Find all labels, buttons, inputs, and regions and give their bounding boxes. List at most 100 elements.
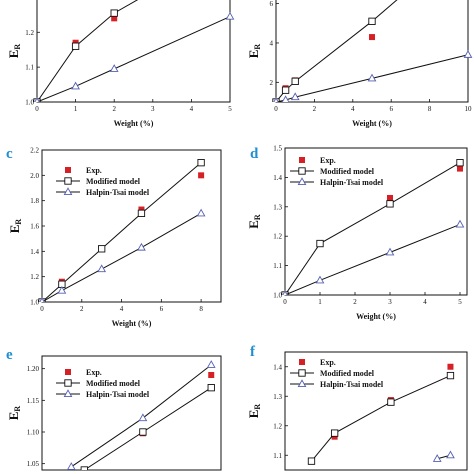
legend-halpin-marker bbox=[297, 379, 307, 388]
series-line-modified bbox=[275, 0, 398, 102]
legend-label: Modified model bbox=[86, 177, 141, 186]
halpin-tsai-point bbox=[71, 81, 80, 90]
plot-area bbox=[38, 159, 206, 302]
series-line-halpin bbox=[36, 16, 231, 102]
plot-frame bbox=[284, 147, 468, 296]
x-tick-label: 4 bbox=[120, 305, 124, 313]
plot-frame bbox=[36, 0, 231, 103]
series-line-halpin bbox=[41, 212, 202, 302]
legend-modified-marker bbox=[64, 177, 72, 185]
y-tick-label: 1.0 bbox=[30, 299, 39, 307]
y-axis-title-sub: R bbox=[253, 404, 262, 410]
modified-model-point bbox=[386, 200, 394, 208]
y-axis-title-main: E bbox=[246, 50, 261, 59]
x-axis-title: Weight (%) bbox=[352, 119, 392, 128]
x-tick-label: 4 bbox=[190, 105, 194, 113]
plot-area bbox=[33, 0, 235, 102]
y-tick-label: 1.0 bbox=[25, 99, 34, 107]
series-line-modified bbox=[284, 162, 461, 295]
y-axis-title-main: E bbox=[246, 220, 261, 229]
halpin-tsai-point bbox=[455, 219, 465, 228]
y-tick-label: 1.05 bbox=[27, 460, 40, 468]
y-tick-label: 1.2 bbox=[273, 233, 282, 241]
halpin-tsai-point bbox=[281, 95, 290, 102]
modified-model-point bbox=[98, 245, 106, 253]
exp-point bbox=[447, 363, 454, 370]
legend-halpin-marker bbox=[63, 187, 73, 196]
modified-model-point bbox=[456, 159, 464, 167]
x-tick-label: 8 bbox=[199, 305, 203, 313]
legend-label: Halpin-Tsai model bbox=[86, 390, 150, 399]
modified-model-point bbox=[307, 457, 316, 465]
y-tick-label: 1.10 bbox=[27, 429, 40, 437]
y-tick-label: 1.3 bbox=[25, 0, 34, 2]
x-tick-label: 4 bbox=[351, 105, 355, 113]
halpin-tsai-point bbox=[57, 285, 67, 294]
legend: Exp. Modified model Halpin-Tsai model bbox=[290, 358, 384, 389]
x-tick-label: 5 bbox=[228, 105, 232, 113]
exp-point bbox=[387, 194, 393, 201]
halpin-tsai-point bbox=[206, 360, 216, 368]
halpin-tsai-point bbox=[137, 242, 146, 251]
y-axis-title: ER bbox=[6, 406, 22, 421]
legend: Exp. Modified model Halpin-Tsai model bbox=[56, 166, 150, 197]
y-tick-label: 1.5 bbox=[273, 145, 282, 153]
x-tick-label: 0 bbox=[40, 305, 44, 313]
series-line-halpin bbox=[284, 223, 461, 295]
halpin-tsai-point bbox=[39, 297, 45, 302]
halpin-tsai-point bbox=[138, 413, 148, 422]
plot-area bbox=[272, 0, 473, 102]
modified-model-point bbox=[446, 371, 455, 380]
panel-label: c bbox=[6, 146, 13, 162]
x-axis-title: Weight (%) bbox=[114, 119, 154, 128]
y-axis-title: ER bbox=[246, 44, 262, 59]
x-tick-label: 1 bbox=[318, 298, 322, 306]
legend-exp-marker bbox=[65, 167, 71, 173]
panel-label: f bbox=[250, 344, 256, 360]
modified-model-point bbox=[139, 428, 147, 436]
legend-halpin-marker bbox=[63, 389, 73, 398]
halpin-tsai-point bbox=[446, 450, 455, 459]
halpin-tsai-point bbox=[463, 50, 473, 58]
plot-frame bbox=[275, 0, 469, 103]
y-axis-title-sub: R bbox=[253, 44, 262, 50]
y-axis-title-main: E bbox=[7, 225, 22, 234]
legend-label: Halpin-Tsai model bbox=[320, 178, 384, 187]
y-axis-title-main: E bbox=[246, 410, 261, 419]
plot-area bbox=[307, 363, 455, 465]
y-tick-label: 1.0 bbox=[273, 292, 282, 300]
legend-label: Exp. bbox=[320, 156, 336, 165]
y-axis-title-main: E bbox=[6, 50, 21, 59]
halpin-tsai-point bbox=[290, 92, 300, 101]
x-tick-label: 0 bbox=[274, 105, 278, 113]
exp-point bbox=[208, 372, 215, 378]
y-tick-label: 1.8 bbox=[30, 197, 39, 205]
modified-model-point bbox=[291, 77, 299, 85]
plot-area bbox=[66, 360, 216, 470]
legend-label: Modified model bbox=[320, 369, 375, 378]
legend-halpin-marker bbox=[297, 177, 307, 186]
x-tick-label: 2 bbox=[313, 105, 317, 113]
legend-label: Modified model bbox=[86, 379, 141, 388]
y-tick-label: 1.20 bbox=[27, 365, 40, 373]
y-axis-title: ER bbox=[6, 44, 22, 59]
modified-model-point bbox=[330, 429, 339, 437]
exp-point bbox=[198, 172, 205, 179]
plot-area bbox=[281, 159, 465, 295]
y-axis-title-sub: R bbox=[13, 406, 22, 412]
halpin-tsai-point bbox=[225, 11, 235, 20]
x-tick-label: 4 bbox=[423, 298, 427, 306]
y-tick-label: 1.3 bbox=[273, 393, 282, 401]
modified-model-point bbox=[316, 239, 324, 248]
y-tick-label: 1.2 bbox=[273, 422, 282, 430]
legend: Exp. Modified model Halpin-Tsai model bbox=[56, 368, 150, 399]
y-axis-title: ER bbox=[246, 404, 262, 419]
x-axis-title: Weight (%) bbox=[356, 312, 396, 321]
x-tick-label: 0 bbox=[283, 298, 287, 306]
modified-model-point bbox=[387, 398, 395, 406]
modified-model-point bbox=[281, 86, 290, 94]
halpin-tsai-point bbox=[432, 454, 442, 462]
